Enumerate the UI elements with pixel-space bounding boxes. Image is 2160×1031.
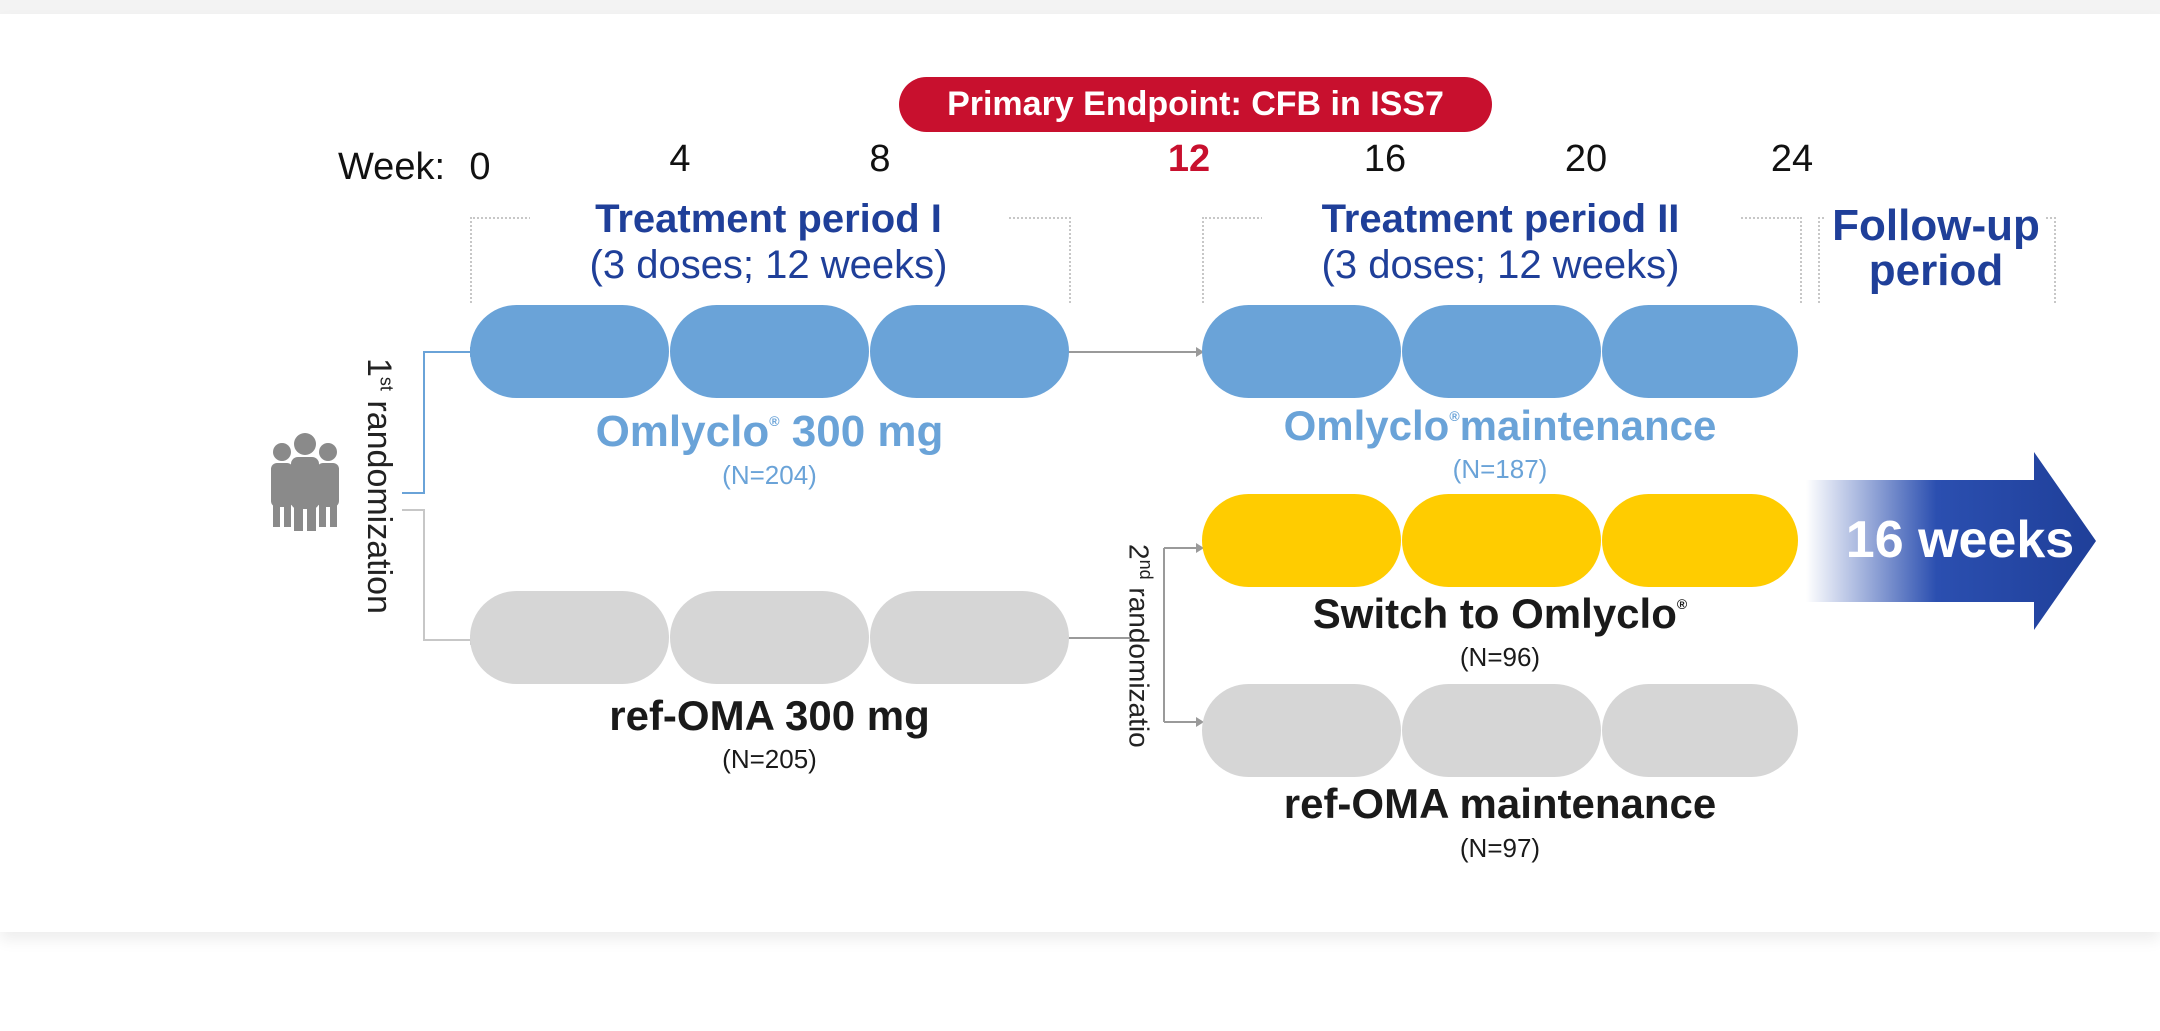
dose-pill-omlyclo-3 [870,305,1069,398]
arm-label-refoma-maintenance: ref-OMA maintenance [1283,780,1717,827]
week-tick-24: 24 [1770,138,1814,180]
dose-pill-refoma-1 [470,591,669,684]
dose-pill-switch-1 [1202,494,1401,587]
followup-line1: Follow-up [1832,201,2040,250]
primary-endpoint-badge: Primary Endpoint: CFB in ISS7 [899,77,1492,132]
arm-n-refoma-maintenance: (N=97) [1459,833,1541,863]
branch-line-refoma [402,509,470,641]
registered-mark: ® [1676,596,1688,612]
second-rand-word: randomizatio [1123,587,1155,748]
dose-pill-refoma-maint-2 [1402,684,1601,777]
dose-pill-omlyclo-maint-2 [1402,305,1601,398]
dose-pill-omlyclo-1 [470,305,669,398]
switch-brand: Omlyclo [1511,590,1677,637]
week-tick-0: 0 [469,146,491,188]
second-rand-sup: nd [1136,559,1156,580]
dose-pill-refoma-3 [870,591,1069,684]
dose-pill-omlyclo-maint-1 [1202,305,1401,398]
arm-n-refoma-300: (N=205) [722,744,817,774]
dose-pill-refoma-maint-3 [1602,684,1798,777]
branch-line-omlyclo [402,351,470,494]
study-design-panel [0,14,2160,932]
arm-n-omlyclo-300: (N=204) [722,460,817,490]
arm-label-omlyclo-maintenance: Omlyclo®maintenance [1202,402,1798,450]
treatment-period-2-subtitle: (3 doses; 12 weeks) [1321,243,1680,287]
treatment-period-1-subtitle: (3 doses; 12 weeks) [589,243,948,287]
first-rand-ordinal: 1 [360,358,398,377]
omlyclo-dose: 300 mg [791,407,944,456]
followup-period-heading: Follow-up period [1826,201,2046,295]
second-rand-arrowhead-switch [1196,543,1204,553]
omlyclo-maint-brand: Omlyclo [1283,402,1450,449]
dose-pill-omlyclo-maint-3 [1602,305,1798,398]
treatment-period-2-heading: Treatment period II (3 doses; 12 weeks) [1262,196,1739,288]
week-tick-4: 4 [669,138,691,180]
top-band [0,0,2160,14]
arm-n-omlyclo-maintenance: (N=187) [1452,454,1548,484]
second-rand-arrowhead-refoma [1196,717,1204,727]
dose-pill-switch-3 [1602,494,1798,587]
arm-label-switch: Switch to Omlyclo® [1202,590,1798,638]
followup-duration-label: 16 weeks [1845,511,2075,569]
followup-arrow [1806,452,2096,630]
week-tick-20: 20 [1564,138,1608,180]
continue-arrowhead-omlyclo [1196,347,1204,357]
treatment-period-1-title: Treatment period I [595,197,942,241]
arm-label-omlyclo-300: Omlyclo® 300 mg [470,407,1069,457]
first-rand-sup: st [376,376,397,391]
omlyclo-brand: Omlyclo [595,407,770,456]
week-axis-label: Week: [338,146,446,188]
registered-mark: ® [769,413,780,429]
second-randomization-label: 2nd randomizatio [1123,544,1156,748]
treatment-period-2-title: Treatment period II [1321,197,1680,241]
switch-prefix: Switch to [1312,590,1512,637]
first-rand-word: randomization [360,400,398,614]
arm-label-refoma-300: ref-OMA 300 mg [609,692,930,739]
arm-n-switch: (N=96) [1459,642,1541,672]
dose-pill-omlyclo-2 [670,305,869,398]
week-tick-16: 16 [1363,138,1407,180]
omlyclo-maint-rest: maintenance [1459,402,1717,449]
people-icon [271,433,339,531]
dose-pill-switch-2 [1402,494,1601,587]
dose-pill-refoma-maint-1 [1202,684,1401,777]
dose-pill-refoma-2 [670,591,869,684]
registered-mark: ® [1449,408,1460,424]
treatment-period-1-heading: Treatment period I (3 doses; 12 weeks) [530,196,1007,288]
week-tick-8: 8 [869,138,891,180]
followup-line2: period [1868,245,2004,295]
second-rand-ordinal: 2 [1123,544,1155,560]
first-randomization-label: 1st randomization [359,358,398,614]
week-tick-12: 12 [1167,138,1211,180]
